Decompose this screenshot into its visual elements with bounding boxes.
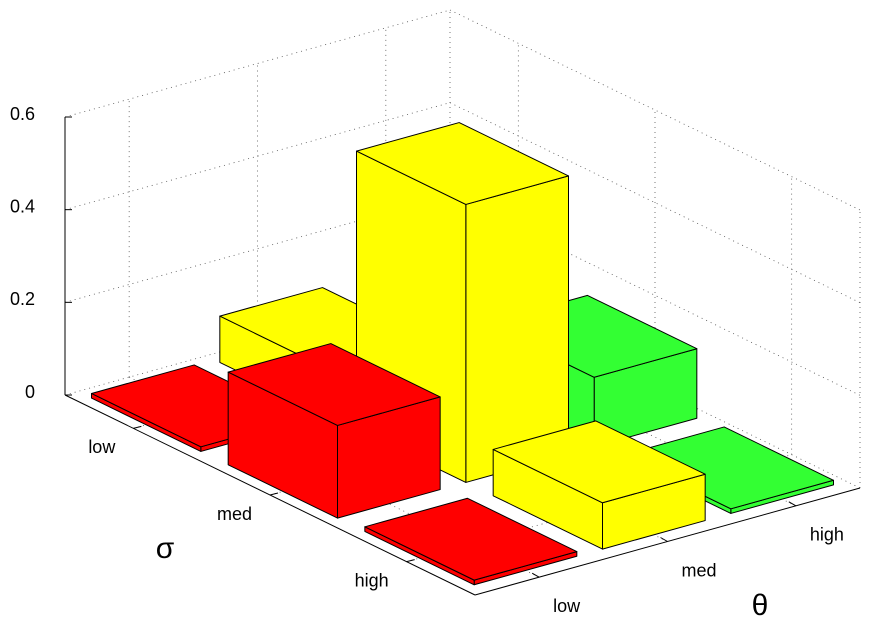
y-tick (269, 492, 279, 496)
y-axis-label: σ (156, 532, 175, 565)
x-tick-label: low (553, 596, 581, 616)
y-tick-label: low (88, 437, 116, 457)
grid-line (449, 194, 861, 396)
y-tick-label: med (217, 504, 252, 524)
grid-line (449, 9, 861, 211)
y-tick (406, 559, 415, 563)
z-tick-label: 0.2 (10, 289, 35, 309)
x-tick (788, 501, 797, 507)
x-tick (660, 537, 668, 542)
y-tick-label: high (355, 570, 389, 590)
bar-top (356, 122, 569, 205)
y-tick (133, 425, 142, 429)
bar-top (364, 497, 578, 581)
x-tick-label: high (810, 525, 844, 545)
z-tick-label: 0.6 (10, 104, 35, 124)
z-tick-label: 0.4 (10, 196, 35, 216)
x-tick-label: med (682, 560, 717, 580)
bar-top (227, 343, 441, 426)
z-tick-label: 0 (25, 382, 35, 402)
bar-top (492, 420, 706, 504)
x-axis-label: θ (752, 589, 769, 622)
x-tick (531, 572, 540, 578)
